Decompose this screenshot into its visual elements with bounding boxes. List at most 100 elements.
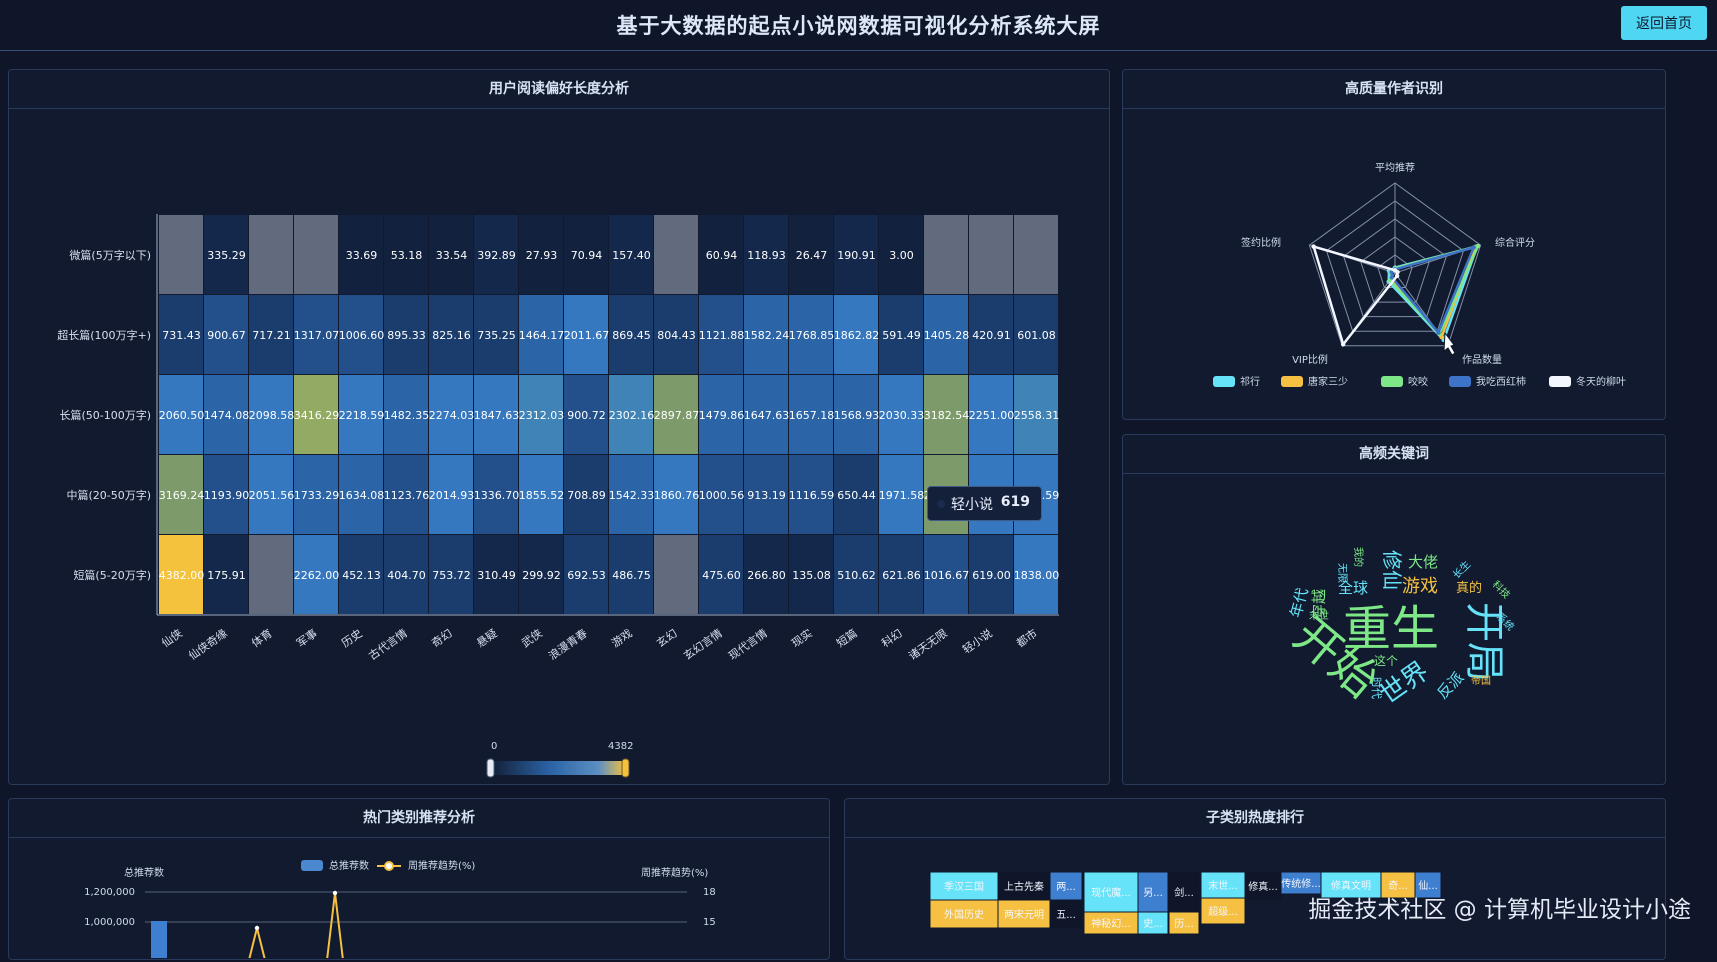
heatmap-cell <box>384 535 428 614</box>
heatmap-category-label: 军事 <box>294 627 319 650</box>
heatmap-cell <box>699 375 743 454</box>
heatmap-cell <box>744 295 788 374</box>
radar-legend-label: 冬天的柳叶 <box>1576 375 1626 388</box>
heatmap-cell-value: 731.43 <box>162 329 201 342</box>
bar-legend-swatch <box>301 860 323 871</box>
heatmap-category-label: 浪漫青春 <box>546 626 590 663</box>
heatmap-cell <box>384 375 428 454</box>
treemap-block <box>1168 911 1200 935</box>
radar-indicator-label: 作品数量 <box>1462 353 1502 366</box>
wordcloud-keyword: 时代 <box>1370 677 1383 699</box>
heatmap-category-label: 仙侠奇缘 <box>186 627 229 663</box>
treemap-block <box>1414 871 1442 899</box>
heatmap-cell <box>474 295 518 374</box>
heatmap-category-label: 现实 <box>789 626 815 650</box>
heatmap-cell-value: 2558.31 <box>1014 409 1060 422</box>
heatmap-category-label: 科幻 <box>879 626 905 650</box>
heatmap-category-label: 都市 <box>1014 626 1040 650</box>
heatmap-cell <box>654 375 698 454</box>
heatmap-cell-value: 26.47 <box>796 249 828 262</box>
treemap-block <box>1137 911 1169 935</box>
treemap-label: 现代魔... <box>1091 886 1131 899</box>
heatmap-cell <box>654 535 698 614</box>
trend-line-segment-2 <box>326 892 344 961</box>
heatmap-cell <box>519 215 563 294</box>
radar-legend-swatch <box>1381 376 1403 387</box>
heatmap-cell-value: 2302.16 <box>609 409 655 422</box>
heatmap-cell <box>744 215 788 294</box>
heatmap-cell <box>519 375 563 454</box>
left-axis-tick: 1,200,000 <box>84 887 135 898</box>
visualmap-right-handle <box>621 758 630 778</box>
heatmap-cell-value: 2251.00 <box>969 409 1015 422</box>
heatmap-cell-value: 2274.03 <box>429 409 475 422</box>
visualmap-bar <box>490 761 626 775</box>
radar-legend-swatch <box>1213 376 1235 387</box>
wordcloud-keyword: 大佬 <box>1408 553 1438 571</box>
heatmap-cell-value: 1016.67 <box>924 569 970 582</box>
radar-indicator-label: 平均推荐 <box>1375 161 1415 174</box>
right-axis-tick: 18 <box>703 887 716 898</box>
heatmap-cell <box>609 375 653 454</box>
heatmap-cell-value: 900.72 <box>567 409 606 422</box>
heatmap-cell-value: 913.19 <box>747 489 786 502</box>
heatmap-category-label: 悬疑 <box>474 627 499 650</box>
heatmap-cell-value: 1568.93 <box>834 409 880 422</box>
heatmap-cell <box>1014 375 1058 454</box>
heatmap-cell-value: 3169.24 <box>159 489 205 502</box>
trend-line-segment-1 <box>248 927 266 961</box>
treemap-label: 奇... <box>1388 879 1408 892</box>
line-legend-label: 周推荐趋势(%) <box>408 859 475 872</box>
radar-legend-swatch <box>1281 376 1303 387</box>
heatmap-cell-value: 53.18 <box>391 249 423 262</box>
treemap-block <box>1200 871 1246 899</box>
heatmap-cell-value: 420.91 <box>972 329 1011 342</box>
radar-grid-ring <box>1360 236 1430 303</box>
treemap-label: 外国历史 <box>944 909 984 921</box>
left-axis-tick: 1,000,000 <box>84 917 135 928</box>
heatmap-cell <box>744 455 788 534</box>
heatmap-cell <box>834 215 878 294</box>
radar-indicator-label: VIP比例 <box>1292 353 1328 366</box>
heatmap-chart[interactable]: 微篇(5万字以下) 335.29 33.69 53.18 33.54 392.89 27.9… <box>9 109 1109 784</box>
heatmap-category-label: 历史 <box>339 627 364 650</box>
heatmap-cell <box>474 535 518 614</box>
heatmap-cell <box>1014 295 1058 374</box>
heatmap-cell-value: 753.72 <box>432 569 471 582</box>
back-home-button[interactable]: 返回首页 <box>1621 6 1707 40</box>
heatmap-cell <box>834 375 878 454</box>
wordcloud-keyword: 修仙 <box>1380 550 1404 590</box>
wordcloud-keyword: 开局 <box>1461 602 1507 682</box>
heatmap-cell <box>429 215 473 294</box>
bar-line-chart[interactable]: 总推荐数 周推荐趋势(%)总推荐数 周推荐趋势(%)1,200,000 181,000… <box>9 838 829 961</box>
heatmap-cell-value: 1634.08 <box>339 489 385 502</box>
heatmap-cell <box>789 455 833 534</box>
heatmap-cell <box>249 455 293 534</box>
wordcloud-keyword: 我的 <box>1352 547 1365 567</box>
trend-point <box>254 925 260 931</box>
heatmap-cell-value: 1006.60 <box>339 329 385 342</box>
heatmap-row-label: 长篇(50-100万字) <box>59 408 151 422</box>
heatmap-cell <box>564 455 608 534</box>
heatmap-cell <box>249 215 293 294</box>
heatmap-cell <box>339 295 383 374</box>
treemap-label: 超级... <box>1208 905 1238 918</box>
heatmap-cell-value: 299.92 <box>522 569 561 582</box>
heatmap-cell-value: 1000.56 <box>699 489 745 502</box>
radar-grid-ring <box>1308 182 1482 347</box>
wordcloud-keyword: 这个 <box>1374 653 1398 668</box>
heatmap-cell-value: 1862.82 <box>834 329 880 342</box>
radar-indicator-label: 综合评分 <box>1495 236 1535 249</box>
heatmap-cell <box>924 375 968 454</box>
heatmap-cell-value: 1860.76 <box>654 489 700 502</box>
bar-line-title: 热门类别推荐分析 <box>9 799 829 838</box>
heatmap-cell <box>474 215 518 294</box>
heatmap-cell-value: 1768.85 <box>789 329 835 342</box>
heatmap-cell <box>474 455 518 534</box>
heatmap-cell-value: 190.91 <box>837 249 876 262</box>
heatmap-cell-value: 692.53 <box>567 569 606 582</box>
page-title: 基于大数据的起点小说网数据可视化分析系统大屏 <box>616 14 1101 38</box>
